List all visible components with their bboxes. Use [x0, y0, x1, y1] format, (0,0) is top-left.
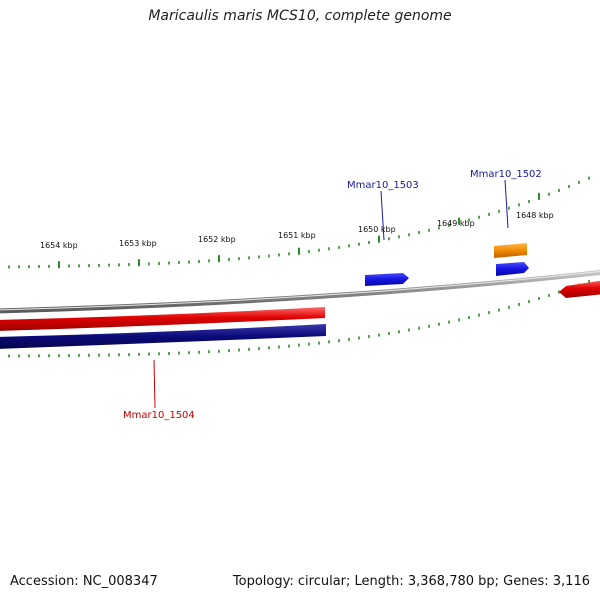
gene-mmar10-1503-arrow[interactable]	[365, 273, 409, 286]
tick-label: 1650 kbp	[358, 225, 396, 234]
tick-label: 1651 kbp	[278, 231, 316, 240]
ruler-labels: 1654 kbp 1653 kbp 1652 kbp 1651 kbp 1650…	[40, 211, 554, 250]
tick-label: 1648 kbp	[516, 211, 554, 220]
feature-navy-reverse[interactable]	[0, 324, 326, 349]
gene-mmar10-1502-arrow[interactable]	[496, 262, 529, 276]
gene-label-mmar10-1502[interactable]: Mmar10_1502	[470, 169, 542, 180]
genome-backbone	[0, 270, 600, 314]
gene-orange-bar[interactable]	[494, 243, 527, 258]
tick-label: 1652 kbp	[198, 235, 236, 244]
tick-label: 1653 kbp	[119, 239, 157, 248]
tick-label: 1654 kbp	[40, 241, 78, 250]
leader-line-1503	[380, 190, 385, 241]
gene-label-mmar10-1503[interactable]: Mmar10_1503	[347, 180, 419, 191]
leader-line-1502	[504, 179, 509, 229]
accession-text: Accession: NC_008347	[10, 574, 158, 589]
map-title: Maricaulis maris MCS10, complete genome	[148, 8, 452, 24]
leader-line-1504	[153, 359, 156, 409]
feature-red-forward[interactable]	[0, 307, 325, 331]
feature-red-right[interactable]	[559, 280, 600, 298]
upper-ruler-ticks	[8, 176, 590, 269]
genome-summary-text: Topology: circular; Length: 3,368,780 bp…	[232, 574, 590, 589]
tick-label: 1649 kbp	[437, 219, 475, 228]
gene-label-mmar10-1504[interactable]: Mmar10_1504	[123, 410, 195, 421]
genome-backbone-highlight	[0, 271, 600, 311]
